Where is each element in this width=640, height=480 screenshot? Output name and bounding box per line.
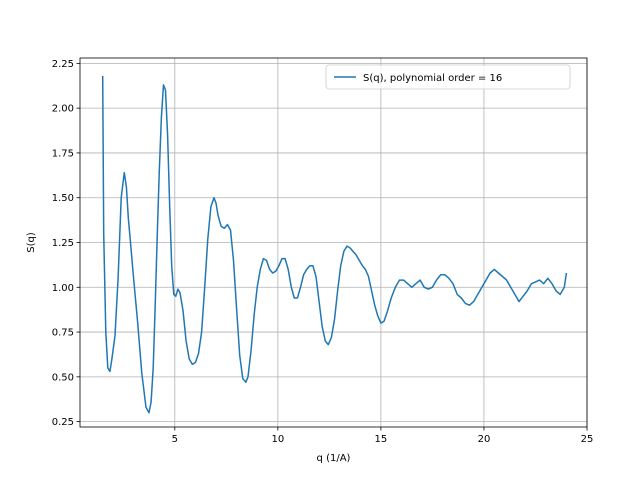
y-tick-label: 1.50 xyxy=(52,193,74,204)
x-axis: 5 10 15 20 25 xyxy=(172,427,594,445)
y-tick-label: 1.00 xyxy=(52,283,74,294)
y-tick-label: 1.75 xyxy=(52,148,74,159)
y-tick-label: 2.00 xyxy=(52,104,74,115)
legend: S(q), polynomial order = 16 xyxy=(325,64,571,90)
legend-label: S(q), polynomial order = 16 xyxy=(363,73,502,84)
x-tick-label: 25 xyxy=(581,434,594,445)
y-tick-label: 2.25 xyxy=(52,59,74,70)
y-tick-label: 0.25 xyxy=(52,417,74,428)
y-tick-label: 0.75 xyxy=(52,328,74,339)
x-tick-label: 20 xyxy=(478,434,491,445)
legend-box xyxy=(325,64,571,90)
x-tick-label: 10 xyxy=(271,434,284,445)
x-tick-label: 15 xyxy=(375,434,388,445)
series-line xyxy=(101,75,568,414)
series-layer xyxy=(101,75,568,414)
y-axis: 0.25 0.50 0.75 1.00 1.25 1.50 1.75 2.00 2.25 xyxy=(52,59,80,428)
x-tick-label: 5 xyxy=(172,434,178,445)
x-axis-label: q (1/A) xyxy=(317,453,351,464)
y-axis-label: S(q) xyxy=(26,232,37,253)
y-tick-label: 0.50 xyxy=(52,372,74,383)
y-tick-label: 1.25 xyxy=(52,238,74,249)
